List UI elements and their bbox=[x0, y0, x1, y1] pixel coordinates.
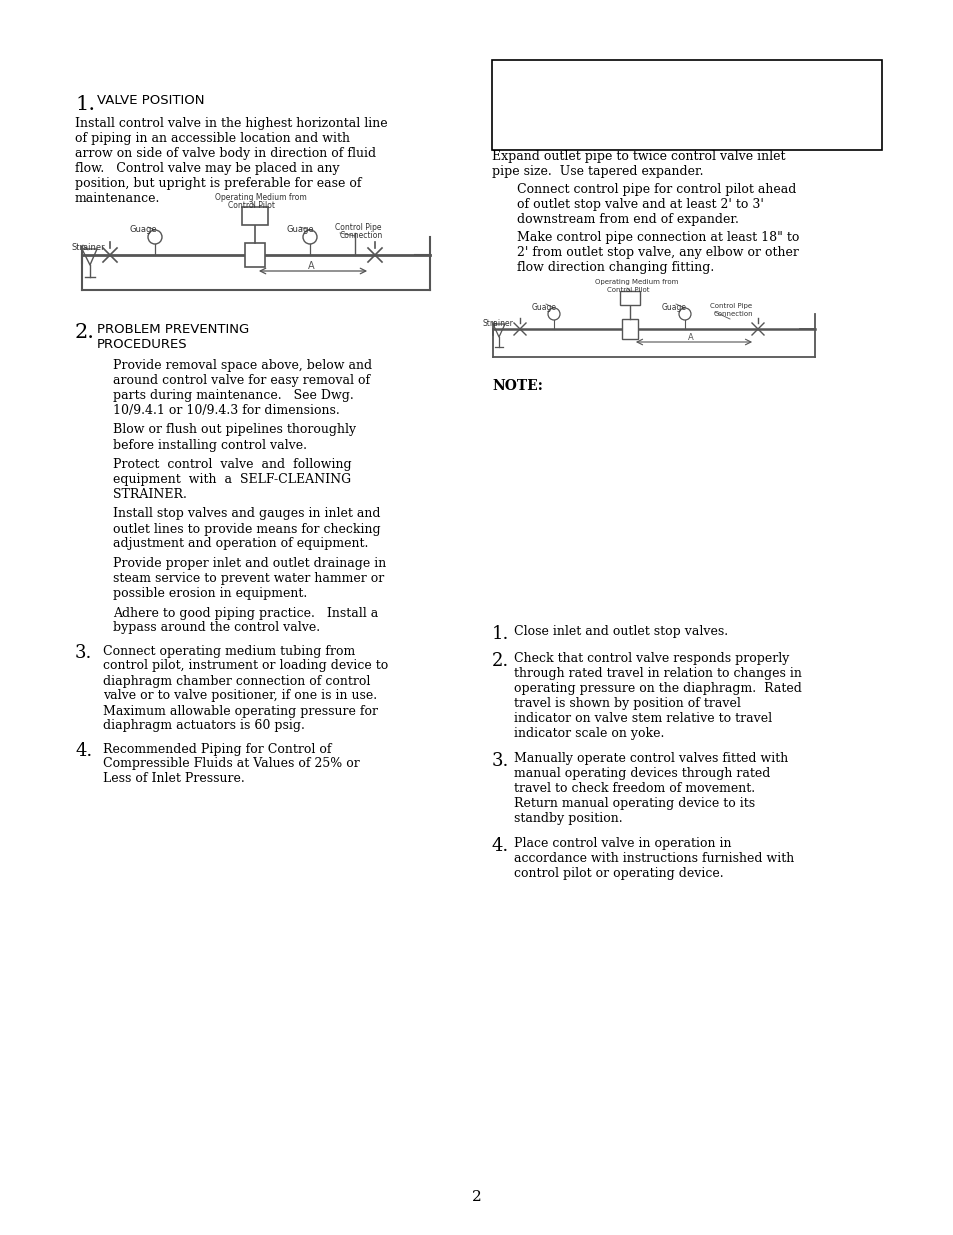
Text: position, but upright is preferable for ease of: position, but upright is preferable for … bbox=[75, 177, 361, 190]
Text: Close inlet and outlet stop valves.: Close inlet and outlet stop valves. bbox=[514, 625, 727, 638]
Text: Install stop valves and gauges in inlet and: Install stop valves and gauges in inlet … bbox=[112, 508, 380, 520]
Text: Connect control pipe for control pilot ahead: Connect control pipe for control pilot a… bbox=[517, 183, 796, 196]
Text: control pilot, instrument or loading device to: control pilot, instrument or loading dev… bbox=[103, 659, 388, 673]
Text: of outlet stop valve and at least 2' to 3': of outlet stop valve and at least 2' to … bbox=[517, 198, 763, 211]
Text: Return manual operating device to its: Return manual operating device to its bbox=[514, 797, 755, 810]
Text: Control Pipe: Control Pipe bbox=[709, 303, 751, 309]
Text: operating pressure on the diaphragm.  Rated: operating pressure on the diaphragm. Rat… bbox=[514, 682, 801, 695]
Text: Install control valve in the highest horizontal line: Install control valve in the highest hor… bbox=[75, 117, 387, 130]
Text: standby position.: standby position. bbox=[514, 811, 622, 825]
Circle shape bbox=[303, 230, 316, 245]
Text: Guage: Guage bbox=[532, 303, 557, 312]
Text: Strainer: Strainer bbox=[71, 243, 106, 252]
Text: PROBLEM PREVENTING: PROBLEM PREVENTING bbox=[97, 324, 249, 336]
Text: through rated travel in relation to changes in: through rated travel in relation to chan… bbox=[514, 667, 801, 680]
Text: NOTE:: NOTE: bbox=[492, 379, 542, 393]
Text: Guage: Guage bbox=[287, 225, 314, 233]
Text: A: A bbox=[687, 333, 693, 342]
Text: Provide proper inlet and outlet drainage in: Provide proper inlet and outlet drainage… bbox=[112, 557, 386, 571]
Text: Operating Medium from: Operating Medium from bbox=[595, 279, 678, 285]
Text: Control Pilot: Control Pilot bbox=[228, 201, 274, 210]
Text: 10/9.4.1 or 10/9.4.3 for dimensions.: 10/9.4.1 or 10/9.4.3 for dimensions. bbox=[112, 404, 339, 417]
Text: Provide removal space above, below and: Provide removal space above, below and bbox=[112, 359, 372, 372]
Text: Guage: Guage bbox=[661, 303, 686, 312]
Text: around control valve for easy removal of: around control valve for easy removal of bbox=[112, 374, 370, 387]
Text: Check that control valve responds properly: Check that control valve responds proper… bbox=[514, 652, 788, 664]
Bar bbox=[621, 319, 638, 338]
Text: STRAINER.: STRAINER. bbox=[112, 488, 187, 501]
Text: Connect operating medium tubing from: Connect operating medium tubing from bbox=[103, 645, 355, 657]
Text: 2' from outlet stop valve, any elbow or other: 2' from outlet stop valve, any elbow or … bbox=[517, 246, 798, 259]
Text: indicator on valve stem relative to travel: indicator on valve stem relative to trav… bbox=[514, 713, 771, 725]
Text: equipment  with  a  SELF-CLEANING: equipment with a SELF-CLEANING bbox=[112, 473, 351, 487]
Text: Protect  control  valve  and  following: Protect control valve and following bbox=[112, 458, 352, 471]
Text: 2: 2 bbox=[472, 1191, 481, 1204]
Text: 1.: 1. bbox=[75, 95, 95, 114]
Text: 4.: 4. bbox=[492, 837, 509, 855]
Circle shape bbox=[679, 308, 690, 320]
Bar bbox=[245, 243, 265, 267]
Text: Maximum allowable operating pressure for: Maximum allowable operating pressure for bbox=[103, 704, 377, 718]
Text: downstream from end of expander.: downstream from end of expander. bbox=[517, 212, 739, 226]
Text: manual operating devices through rated: manual operating devices through rated bbox=[514, 767, 770, 781]
Text: diaphragm chamber connection of control: diaphragm chamber connection of control bbox=[103, 674, 370, 688]
Text: control pilot or operating device.: control pilot or operating device. bbox=[514, 867, 723, 881]
Text: flow direction changing fitting.: flow direction changing fitting. bbox=[517, 261, 714, 274]
Text: Make control pipe connection at least 18" to: Make control pipe connection at least 18… bbox=[517, 231, 799, 245]
Text: Control Pilot: Control Pilot bbox=[606, 287, 649, 293]
Text: travel is shown by position of travel: travel is shown by position of travel bbox=[514, 697, 740, 710]
Text: adjustment and operation of equipment.: adjustment and operation of equipment. bbox=[112, 537, 368, 551]
Text: Strainer: Strainer bbox=[482, 319, 514, 329]
Circle shape bbox=[547, 308, 559, 320]
Text: 4.: 4. bbox=[75, 742, 92, 761]
Text: steam service to prevent water hammer or: steam service to prevent water hammer or bbox=[112, 572, 384, 585]
Bar bbox=[619, 291, 639, 305]
Text: 3.: 3. bbox=[492, 752, 509, 769]
Text: Less of Inlet Pressure.: Less of Inlet Pressure. bbox=[103, 773, 245, 785]
Text: arrow on side of valve body in direction of fluid: arrow on side of valve body in direction… bbox=[75, 147, 375, 161]
Bar bbox=[492, 61, 882, 149]
Text: outlet lines to provide means for checking: outlet lines to provide means for checki… bbox=[112, 522, 380, 536]
Text: 2.: 2. bbox=[75, 324, 95, 342]
Text: Connection: Connection bbox=[339, 231, 383, 240]
Text: parts during maintenance.   See Dwg.: parts during maintenance. See Dwg. bbox=[112, 389, 354, 403]
Text: Adhere to good piping practice.   Install a: Adhere to good piping practice. Install … bbox=[112, 606, 377, 620]
Text: PROCEDURES: PROCEDURES bbox=[97, 338, 188, 351]
Text: Compressible Fluids at Values of 25% or: Compressible Fluids at Values of 25% or bbox=[103, 757, 359, 771]
Text: 1.: 1. bbox=[492, 625, 509, 643]
Text: Place control valve in operation in: Place control valve in operation in bbox=[514, 837, 731, 850]
Text: possible erosion in equipment.: possible erosion in equipment. bbox=[112, 587, 307, 600]
Text: Control Pipe: Control Pipe bbox=[335, 224, 381, 232]
Text: 3.: 3. bbox=[75, 645, 92, 662]
Text: Expand outlet pipe to twice control valve inlet: Expand outlet pipe to twice control valv… bbox=[492, 149, 784, 163]
Text: Recommended Piping for Control of: Recommended Piping for Control of bbox=[103, 742, 331, 756]
Text: Manually operate control valves fitted with: Manually operate control valves fitted w… bbox=[514, 752, 787, 764]
Text: accordance with instructions furnished with: accordance with instructions furnished w… bbox=[514, 852, 794, 864]
Text: travel to check freedom of movement.: travel to check freedom of movement. bbox=[514, 782, 755, 795]
Text: Blow or flush out pipelines thoroughly: Blow or flush out pipelines thoroughly bbox=[112, 424, 355, 436]
Text: Connection: Connection bbox=[713, 311, 753, 317]
Bar bbox=[242, 207, 268, 225]
Text: pipe size.  Use tapered expander.: pipe size. Use tapered expander. bbox=[492, 165, 702, 178]
Circle shape bbox=[148, 230, 162, 245]
Text: before installing control valve.: before installing control valve. bbox=[112, 438, 307, 452]
Text: valve or to valve positioner, if one is in use.: valve or to valve positioner, if one is … bbox=[103, 689, 376, 703]
Text: maintenance.: maintenance. bbox=[75, 191, 160, 205]
Text: Operating Medium from: Operating Medium from bbox=[214, 193, 307, 203]
Text: Guage: Guage bbox=[130, 225, 157, 233]
Text: A: A bbox=[308, 261, 314, 270]
Text: indicator scale on yoke.: indicator scale on yoke. bbox=[514, 727, 663, 740]
Text: bypass around the control valve.: bypass around the control valve. bbox=[112, 621, 320, 635]
Text: 2.: 2. bbox=[492, 652, 509, 671]
Text: diaphragm actuators is 60 psig.: diaphragm actuators is 60 psig. bbox=[103, 720, 305, 732]
Text: of piping in an accessible location and with: of piping in an accessible location and … bbox=[75, 132, 350, 144]
Text: flow.   Control valve may be placed in any: flow. Control valve may be placed in any bbox=[75, 162, 339, 175]
Text: VALVE POSITION: VALVE POSITION bbox=[97, 94, 204, 107]
